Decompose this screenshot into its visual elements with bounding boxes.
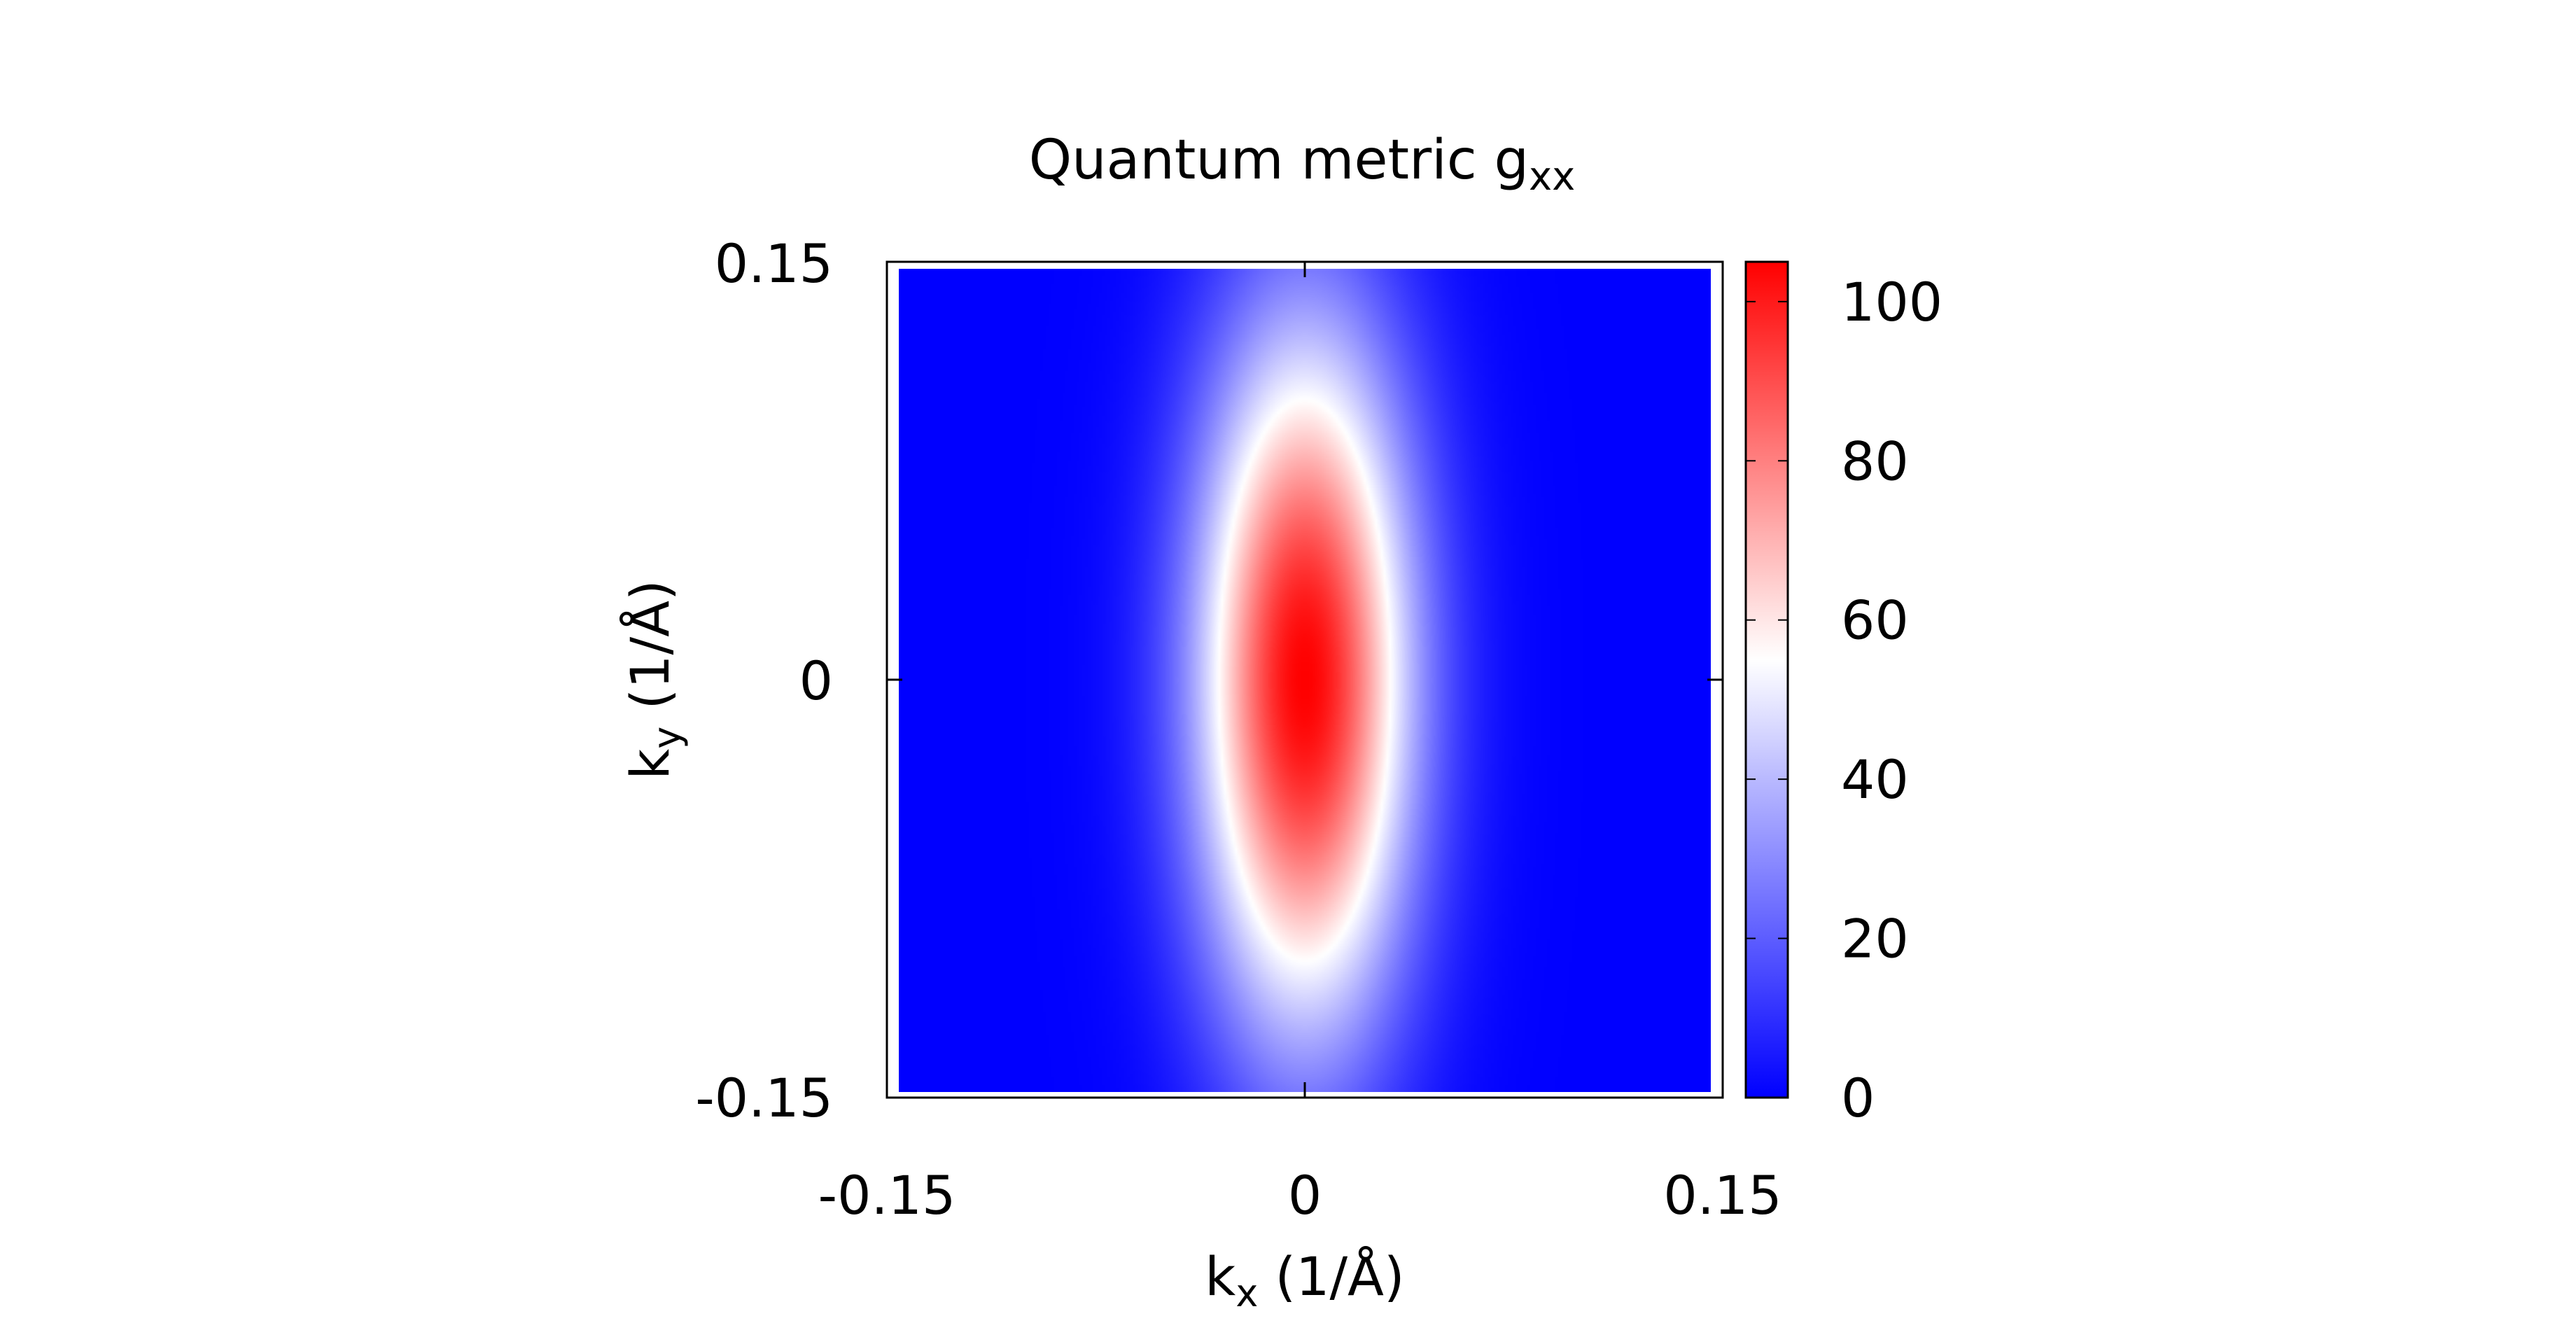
x-tick-labels: -0.15 0 0.15 [818, 1164, 1782, 1226]
chart-title-main: Quantum metric g [1029, 129, 1529, 192]
y-axis-label: ky (1/Å) [619, 580, 689, 779]
x-tick-label: 0.15 [1663, 1164, 1782, 1226]
y-tick-label: -0.15 [695, 1067, 833, 1129]
colorbar-tick-label: 0 [1841, 1067, 1875, 1129]
colorbar-tick-label: 80 [1841, 430, 1909, 492]
chart-title-subscript: xx [1529, 154, 1575, 200]
x-axis-label: kx (1/Å) [1205, 1245, 1404, 1315]
colorbar-tick-label: 100 [1841, 271, 1942, 333]
x-tick-label: 0 [1288, 1164, 1322, 1226]
colorbar-tick-label: 40 [1841, 748, 1909, 811]
y-tick-label: 0.15 [715, 232, 833, 295]
x-axis-label-main: k [1205, 1245, 1236, 1308]
heatmap-field [899, 269, 1711, 1092]
chart-title: Quantum metric gxx [1029, 129, 1576, 200]
plot-area [886, 260, 1724, 1099]
y-tick-labels: -0.15 0 0.15 [695, 232, 833, 1129]
colorbar: 0 20 40 60 80 100 [1744, 260, 1942, 1129]
x-tick-label: -0.15 [818, 1164, 956, 1226]
x-axis-label-subscript: x [1236, 1271, 1258, 1315]
colorbar-tick-label: 60 [1841, 589, 1909, 652]
colorbar-tick-label: 20 [1841, 908, 1909, 970]
y-axis-label-main: k [619, 749, 681, 780]
y-axis-label-units: (1/Å) [619, 580, 681, 726]
tick-marks [886, 260, 1724, 1099]
x-axis-label-units: (1/Å) [1258, 1245, 1404, 1308]
colorbar-tick-labels: 0 20 40 60 80 100 [1841, 271, 1942, 1129]
y-tick-label: 0 [799, 650, 833, 712]
colorbar-gradient [1746, 262, 1788, 1098]
colorbar-frame [1744, 260, 1789, 1099]
y-axis-label-subscript: y [645, 727, 689, 749]
